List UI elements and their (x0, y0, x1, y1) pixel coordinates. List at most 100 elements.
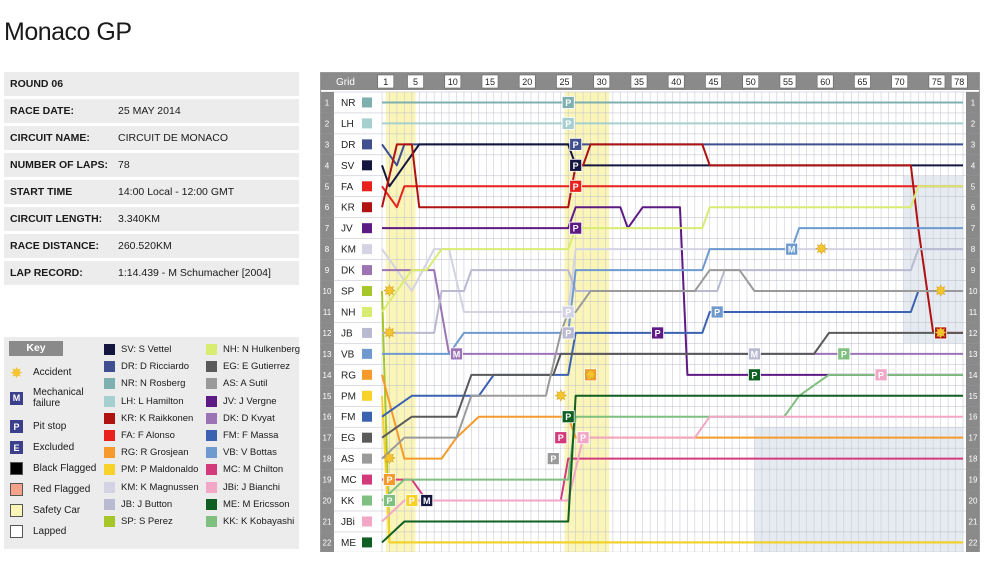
key-label: Black Flagged (33, 463, 97, 474)
legend-driver: NR: N Rosberg (104, 378, 185, 390)
position-label: 17 (323, 434, 332, 443)
position-label-right: 10 (969, 287, 978, 296)
pitstop-marker (569, 158, 583, 172)
key-accident: ✸ Accident (10, 365, 71, 382)
grid-driver-swatch (362, 537, 372, 548)
legend-swatch (104, 361, 115, 373)
lap-tick-box (742, 74, 760, 89)
position-cell (320, 427, 334, 449)
key-red-flag: Red Flagged (10, 483, 90, 496)
grid-driver-code: ME (341, 538, 356, 549)
event-letter: P (409, 496, 415, 506)
grid-driver-swatch (362, 348, 372, 359)
lapped-icon (10, 525, 23, 538)
info-value: 78 (118, 159, 130, 171)
position-cell (320, 469, 334, 491)
position-label-right: 9 (971, 266, 976, 275)
series-FM (381, 290, 963, 418)
lap-tick-box (667, 74, 685, 89)
position-label-right: 17 (969, 434, 978, 443)
position-label-right: 22 (969, 538, 978, 547)
event-letter: M (788, 245, 796, 255)
grid-driver-swatch (362, 327, 372, 338)
position-cell-right (966, 469, 980, 491)
position-label: 13 (323, 350, 332, 359)
legend-label: JB: J Button (121, 498, 173, 510)
grid-driver-code: JV (341, 224, 353, 235)
position-label-right: 19 (969, 476, 978, 485)
position-label-right: 18 (969, 455, 978, 464)
event-letter: P (573, 140, 579, 150)
lap-tick-label: 1 (383, 77, 388, 87)
grid-driver-code: FA (341, 182, 354, 193)
series-JB (382, 248, 963, 334)
info-value: 14:00 Local - 12:00 GMT (118, 186, 235, 198)
position-cell (320, 343, 334, 365)
pitstop-marker (554, 431, 568, 445)
lap-tick-label: 75 (932, 77, 942, 87)
lap-chart: Grid 1 5 10 15 20 25 30 35 40 45 50 55 60 65 70 75 781 12 2… (320, 72, 980, 552)
event-letter: P (841, 349, 847, 359)
grid-driver-code: MC (341, 475, 357, 486)
grid-driver-code: SV (341, 161, 355, 172)
position-label: 19 (323, 476, 332, 485)
legend-swatch (104, 498, 115, 510)
mechanical-marker (785, 242, 799, 256)
legend-label: DK: D Kvyat (223, 412, 275, 424)
grid-driver-code: KM (341, 245, 356, 256)
position-label: 10 (323, 287, 332, 296)
grid-driver-code: KK (341, 496, 355, 507)
event-letter: P (655, 328, 661, 338)
key-pitstop: P Pit stop (10, 420, 66, 433)
lap-tick-label: 5 (413, 77, 418, 87)
legend-label: DR: D Ricciardo (121, 361, 190, 373)
legend-driver: AS: A Sutil (206, 378, 267, 390)
legend-driver: NH: N Hulkenberg (206, 344, 300, 355)
position-label-right: 14 (969, 371, 978, 380)
black-flag-icon (10, 462, 23, 475)
info-value: 3.340KM (118, 213, 161, 225)
position-label-right: 13 (969, 350, 978, 359)
event-letter: P (386, 496, 392, 506)
position-cell-right (966, 490, 980, 511)
position-label-right: 3 (971, 140, 976, 149)
lap-tick-box (556, 74, 573, 89)
pitstop-marker (546, 452, 560, 466)
position-cell-right (966, 427, 980, 449)
pitstop-marker (584, 368, 597, 382)
key-label: Red Flagged (33, 484, 91, 495)
position-cell (320, 175, 334, 197)
grid-driver-swatch (362, 139, 372, 150)
info-label: ROUND 06 (10, 78, 64, 90)
pitstop-marker (569, 179, 583, 193)
key-excluded: E Excluded (10, 441, 74, 454)
position-label: 18 (323, 455, 332, 464)
pitstop-marker (561, 326, 575, 340)
series-PM (381, 395, 963, 544)
grid-driver-swatch (362, 516, 372, 527)
series-KM (381, 248, 963, 313)
legend-label: FM: F Massa (223, 430, 279, 441)
info-label: CIRCUIT NAME: (10, 132, 90, 144)
info-row: RACE DISTANCE: 260.520KM (4, 234, 299, 258)
pitstop-marker (837, 347, 851, 361)
grid-driver-swatch (362, 118, 372, 129)
legend-driver: EG: E Gutierrez (206, 361, 290, 373)
grid-driver-code: DR (341, 140, 355, 151)
info-label: CIRCUIT LENGTH: (10, 213, 103, 225)
legend-driver: FA: F Alonso (104, 430, 175, 441)
pitstop-marker (561, 305, 575, 319)
position-label: 8 (325, 245, 330, 254)
info-value: 1:14.439 - M Schumacher [2004] (118, 267, 271, 279)
grid-driver-swatch (362, 495, 372, 506)
pitstop-marker (383, 473, 396, 486)
lap-tick-label: 35 (634, 77, 644, 87)
lap-tick-box (444, 74, 462, 89)
position-cell-right (966, 406, 980, 428)
legend-label: FA: F Alonso (121, 430, 175, 441)
position-cell (320, 406, 334, 428)
position-cell-right (966, 531, 980, 552)
position-cell (320, 112, 334, 134)
event-letter: P (878, 370, 884, 380)
lap-tick-label: 40 (671, 77, 681, 87)
